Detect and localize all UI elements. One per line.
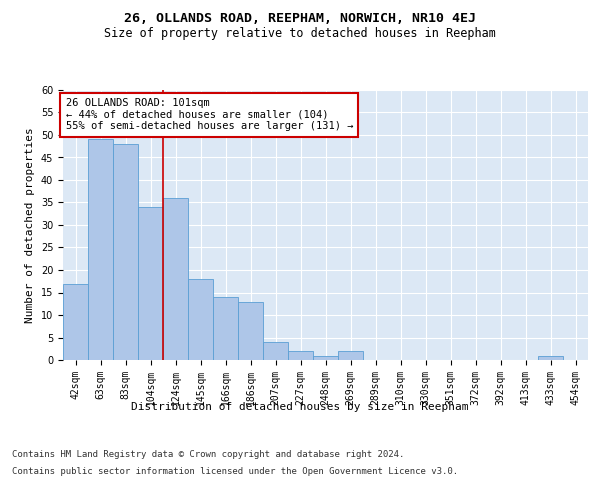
Text: 26 OLLANDS ROAD: 101sqm
← 44% of detached houses are smaller (104)
55% of semi-d: 26 OLLANDS ROAD: 101sqm ← 44% of detache…	[65, 98, 353, 132]
Text: Distribution of detached houses by size in Reepham: Distribution of detached houses by size …	[131, 402, 469, 412]
Bar	[88, 140, 113, 360]
Bar	[313, 356, 338, 360]
Bar	[63, 284, 88, 360]
Bar	[188, 279, 213, 360]
Bar	[113, 144, 138, 360]
Bar	[263, 342, 288, 360]
Text: 26, OLLANDS ROAD, REEPHAM, NORWICH, NR10 4EJ: 26, OLLANDS ROAD, REEPHAM, NORWICH, NR10…	[124, 12, 476, 26]
Bar	[138, 207, 163, 360]
Text: Size of property relative to detached houses in Reepham: Size of property relative to detached ho…	[104, 28, 496, 40]
Text: Contains public sector information licensed under the Open Government Licence v3: Contains public sector information licen…	[12, 468, 458, 476]
Bar	[238, 302, 263, 360]
Bar	[338, 351, 363, 360]
Y-axis label: Number of detached properties: Number of detached properties	[25, 127, 35, 323]
Text: Contains HM Land Registry data © Crown copyright and database right 2024.: Contains HM Land Registry data © Crown c…	[12, 450, 404, 459]
Bar	[288, 351, 313, 360]
Bar	[538, 356, 563, 360]
Bar	[213, 297, 238, 360]
Bar	[163, 198, 188, 360]
